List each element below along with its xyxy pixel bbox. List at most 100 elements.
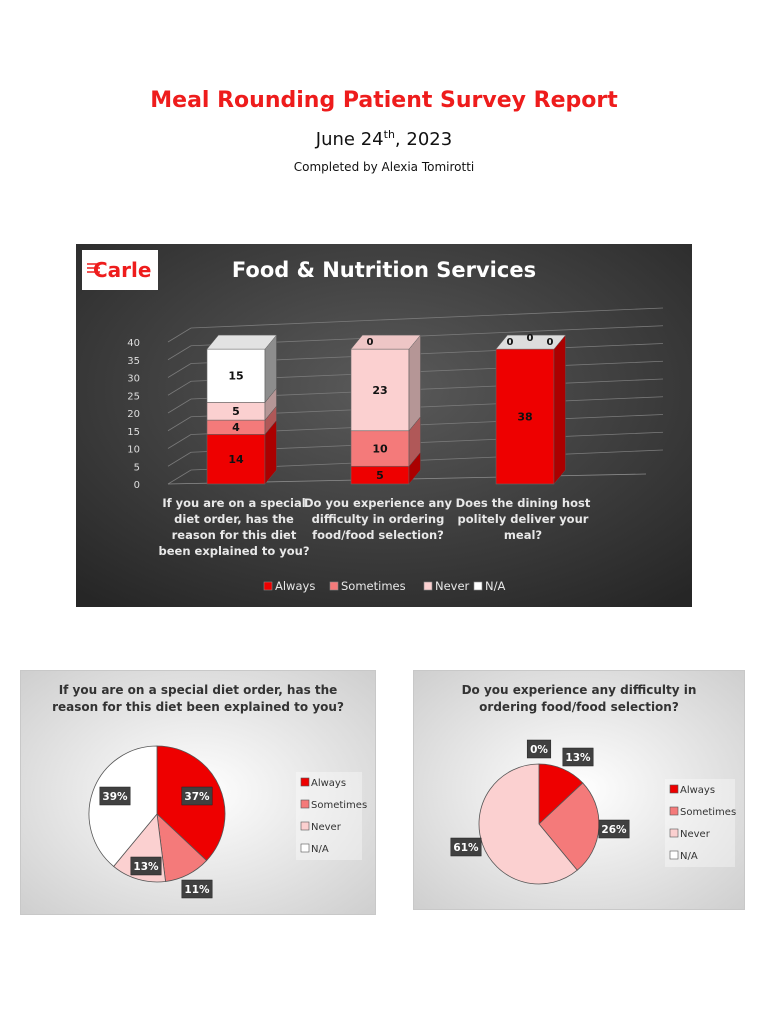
report-title: Meal Rounding Patient Survey Report	[150, 88, 618, 113]
legend-swatch	[473, 581, 483, 591]
bar-segment	[350, 430, 410, 467]
legend-swatch	[423, 581, 433, 591]
bar-data-label: 5	[376, 469, 384, 482]
bar-segment-side	[553, 334, 566, 485]
pie-data-label-box	[181, 879, 213, 899]
category-label-line: meal?	[504, 528, 542, 542]
pie-legend-swatch	[669, 806, 679, 816]
category-label-line: difficulty in ordering	[312, 512, 445, 526]
bar-segment	[206, 348, 266, 403]
bar-zero-label: 0	[507, 337, 514, 348]
bar-segment-side	[408, 334, 421, 432]
bar-data-label: 10	[372, 443, 388, 456]
bar-top-face	[495, 334, 567, 350]
y-tick-label: 5	[134, 462, 140, 473]
bar-data-label: 23	[372, 384, 387, 397]
y-tick-label: 20	[127, 409, 140, 420]
carle-logo-text: Carle	[93, 258, 151, 282]
pie-legend-swatch	[300, 821, 310, 831]
bar-segment	[206, 434, 266, 485]
gridline-side	[167, 327, 192, 343]
pie-legend-label: Always	[311, 778, 346, 789]
y-tick-label: 40	[127, 338, 140, 349]
category-label-line: Do you experience any	[304, 496, 452, 510]
y-tick-label: 30	[127, 374, 140, 385]
pie-slice	[88, 745, 158, 867]
pie-legend-label: N/A	[680, 851, 698, 862]
pie-legend-swatch	[300, 843, 310, 853]
pie-chart-1: If you are on a special diet order, has …	[21, 671, 375, 914]
pie-data-label-box	[181, 786, 213, 806]
bar-zero-label: 0	[367, 337, 374, 348]
pie-slice	[478, 763, 578, 885]
pie-data-label-box	[598, 819, 630, 839]
pie-legend-label: Never	[311, 822, 342, 833]
category-label-line: food/food selection?	[312, 528, 444, 542]
category-label-line: diet order, has the	[174, 512, 294, 526]
pie-title-line: reason for this diet been explained to y…	[52, 700, 344, 714]
gridline-side	[167, 451, 192, 467]
pie-legend-label: Sometimes	[680, 807, 736, 818]
pie-data-label-box	[450, 837, 482, 857]
bar-data-label: 4	[232, 421, 240, 434]
pie-legend-swatch	[669, 850, 679, 860]
pie-legend-label: Never	[680, 829, 711, 840]
pie-legend-label: Always	[680, 785, 715, 796]
category-label-line: If you are on a special	[162, 496, 305, 510]
pie-title-line: If you are on a special diet order, has …	[59, 683, 338, 697]
bar-data-label: 5	[232, 405, 240, 418]
pie-data-label: 0%	[530, 744, 548, 756]
pie-data-label: 13%	[133, 861, 159, 873]
y-tick-label: 0	[134, 480, 140, 491]
y-tick-label: 35	[127, 356, 140, 367]
legend-label: Never	[435, 579, 470, 593]
pie-data-label: 26%	[601, 824, 627, 836]
pie-data-label-box	[562, 747, 594, 767]
category-label-line: politely deliver your	[458, 512, 589, 526]
y-tick-label: 15	[127, 427, 140, 438]
pie-data-label-box	[526, 739, 552, 759]
y-tick-label: 25	[127, 391, 140, 402]
bar-data-label: 15	[228, 370, 243, 383]
legend-label: N/A	[485, 579, 505, 593]
bar-zero-label: 0	[547, 337, 554, 348]
pie-legend-swatch	[300, 799, 310, 809]
pie-legend-label: N/A	[311, 844, 329, 855]
legend-swatch	[263, 581, 273, 591]
pie-data-label: 37%	[184, 791, 210, 803]
report-date: June 24th, 2023	[0, 128, 768, 150]
gridline	[190, 307, 664, 329]
category-label-line: reason for this diet	[172, 528, 297, 542]
category-label-line: been explained to you?	[159, 544, 310, 558]
y-tick-label: 10	[127, 445, 140, 456]
bar-chart: Carle Food & Nutrition Services 0 5 10 15 20 25…	[76, 244, 692, 607]
pie-data-label: 11%	[184, 884, 210, 896]
bar-chart-title: Food & Nutrition Services	[232, 258, 536, 282]
pie-legend-swatch	[669, 828, 679, 838]
bar-segment	[350, 348, 410, 432]
pie-data-label-box	[99, 786, 131, 806]
gridline-side	[167, 469, 192, 485]
report-date-suffix-sup: th	[383, 128, 395, 141]
pie-legend-swatch	[669, 784, 679, 794]
gridline-side	[167, 380, 192, 396]
pie-data-label: 39%	[102, 791, 128, 803]
bar-segment	[495, 348, 555, 485]
pie-title-line: ordering food/food selection?	[479, 700, 679, 714]
pie-data-label-box	[130, 856, 162, 876]
pie-chart-1-panel: If you are on a special diet order, has …	[20, 670, 376, 915]
bar-top-face	[206, 334, 278, 350]
bar-data-label: 38	[517, 411, 532, 424]
legend-label: Sometimes	[341, 579, 406, 593]
bar-data-label: 14	[228, 453, 244, 466]
bar-top-face	[350, 334, 422, 350]
report-byline: Completed by Alexia Tomirotti	[293, 160, 475, 174]
pie-data-label: 61%	[453, 842, 479, 854]
legend-swatch	[329, 581, 339, 591]
carle-logo	[82, 250, 158, 290]
pie-chart-2-panel: Do you experience any difficulty in order…	[413, 670, 745, 910]
pie-title-line: Do you experience any difficulty in	[462, 683, 697, 697]
report-date-main: June 24	[315, 129, 384, 150]
category-label-line: Does the dining host	[456, 496, 591, 510]
pie-legend-label: Sometimes	[311, 800, 367, 811]
